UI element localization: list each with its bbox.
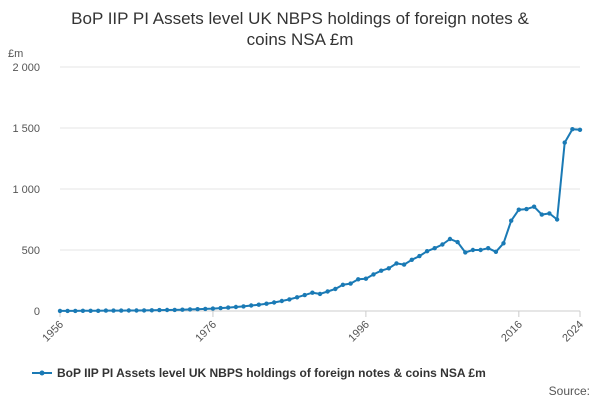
y-axis-unit: £m [8, 48, 23, 60]
y-axis-ticks: 0 500 1 000 1 500 2 000 [12, 62, 40, 318]
x-tick-label: 2016 [499, 319, 525, 345]
x-axis-ticks: 1956 1976 1996 2016 2024 [40, 311, 586, 344]
x-tick-label: 1976 [193, 319, 219, 345]
data-point[interactable] [195, 307, 200, 312]
x-tick-label: 1996 [346, 319, 372, 345]
data-point[interactable] [417, 253, 422, 259]
data-point[interactable] [386, 266, 391, 271]
legend[interactable]: BoP IIP PI Assets level UK NBPS holdings… [32, 366, 486, 380]
legend-swatch-marker [39, 370, 45, 376]
data-point[interactable] [348, 281, 353, 286]
data-point[interactable] [119, 308, 124, 313]
data-point[interactable] [103, 308, 109, 313]
data-point[interactable] [264, 301, 269, 306]
data-point[interactable] [65, 308, 70, 314]
data-point[interactable] [554, 217, 560, 222]
data-point[interactable] [180, 307, 185, 312]
x-tick-label: 2024 [560, 319, 586, 345]
legend-label: BoP IIP PI Assets level UK NBPS holdings… [57, 366, 486, 380]
data-point[interactable] [432, 246, 437, 251]
data-point[interactable] [470, 247, 476, 253]
data-point[interactable] [409, 257, 414, 262]
data-point[interactable] [249, 303, 254, 308]
data-point[interactable] [317, 291, 323, 297]
data-point[interactable] [111, 308, 116, 313]
data-point[interactable] [57, 308, 63, 314]
y-tick-label: 500 [22, 245, 40, 257]
data-point[interactable] [356, 277, 361, 282]
data-point[interactable] [401, 262, 407, 267]
data-point[interactable] [241, 304, 246, 309]
data-point[interactable] [447, 236, 453, 242]
data-point[interactable] [226, 305, 231, 310]
data-point[interactable] [570, 127, 575, 132]
data-point[interactable] [310, 290, 315, 295]
data-point[interactable] [203, 306, 208, 312]
data-point[interactable] [187, 307, 193, 312]
data-point[interactable] [463, 250, 468, 255]
data-point[interactable] [233, 304, 239, 310]
data-point[interactable] [577, 127, 583, 132]
data-point[interactable] [333, 286, 338, 292]
grid [60, 66, 580, 251]
data-point[interactable] [210, 306, 216, 311]
series [57, 127, 583, 314]
chart-title-line-2: coins NSA £m [247, 30, 354, 49]
data-point[interactable] [547, 211, 552, 216]
data-point[interactable] [73, 308, 78, 314]
data-point[interactable] [440, 242, 445, 247]
y-tick-label: 0 [34, 306, 40, 318]
data-point[interactable] [539, 212, 544, 217]
chart-title-line-1: BoP IIP PI Assets level UK NBPS holdings… [71, 9, 529, 28]
data-point[interactable] [279, 298, 284, 304]
data-point[interactable] [493, 249, 499, 254]
data-point[interactable] [379, 268, 384, 273]
data-point[interactable] [134, 308, 139, 313]
y-tick-label: 1 000 [12, 184, 40, 196]
data-point[interactable] [294, 295, 300, 300]
source-label: Source: [549, 384, 590, 398]
data-point[interactable] [96, 308, 101, 313]
data-point[interactable] [424, 249, 430, 254]
y-tick-label: 2 000 [12, 62, 40, 74]
data-point[interactable] [394, 261, 399, 266]
data-point[interactable] [371, 272, 376, 277]
data-point[interactable] [80, 308, 86, 313]
data-point[interactable] [256, 302, 261, 307]
data-point[interactable] [562, 140, 567, 145]
data-point[interactable] [509, 218, 514, 223]
data-point[interactable] [340, 282, 346, 287]
data-point[interactable] [501, 241, 506, 246]
data-point[interactable] [164, 307, 170, 313]
data-point[interactable] [478, 247, 483, 253]
data-point[interactable] [287, 297, 292, 302]
y-tick-label: 1 500 [12, 123, 40, 135]
data-point[interactable] [531, 204, 537, 209]
data-point[interactable] [271, 300, 277, 305]
data-point[interactable] [88, 308, 93, 313]
data-point[interactable] [172, 307, 177, 313]
series-line[interactable] [60, 128, 581, 312]
data-point[interactable] [325, 289, 330, 294]
data-point[interactable] [455, 239, 460, 245]
data-point[interactable] [516, 207, 521, 212]
data-point[interactable] [486, 246, 491, 251]
data-point[interactable] [157, 307, 162, 313]
data-point[interactable] [524, 206, 529, 212]
data-point[interactable] [126, 308, 131, 313]
data-point[interactable] [218, 305, 223, 311]
data-point[interactable] [302, 292, 307, 298]
x-tick-label: 1956 [40, 319, 66, 345]
data-point[interactable] [149, 308, 154, 313]
data-point[interactable] [141, 308, 147, 313]
data-point[interactable] [363, 276, 369, 281]
